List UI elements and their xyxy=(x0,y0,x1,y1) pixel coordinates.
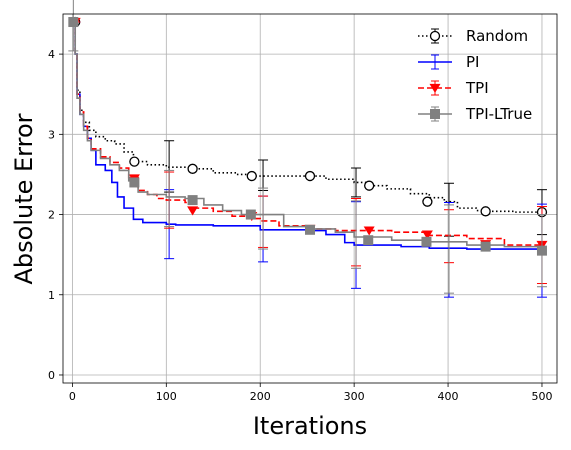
legend-label: TPI xyxy=(465,79,489,97)
x-tick-label: 300 xyxy=(344,390,365,403)
y-tick-label: 0 xyxy=(48,369,55,382)
data-point xyxy=(480,206,491,217)
legend-marker xyxy=(430,109,440,119)
y-tick-label: 2 xyxy=(48,209,55,222)
x-axis-label: Iterations xyxy=(253,412,367,440)
series-line xyxy=(73,21,543,251)
legend-label: TPI-LTrue xyxy=(465,105,532,123)
ticks: 0 100 200 300 400 500 0 1 2 3 4 xyxy=(48,48,552,403)
data-point xyxy=(187,163,198,174)
y-tick-label: 4 xyxy=(48,48,55,61)
legend-entry: Random xyxy=(418,27,528,45)
series-layer xyxy=(68,0,548,298)
series-random xyxy=(70,16,548,237)
legend-entry: TPI xyxy=(418,79,489,97)
legend-label: Random xyxy=(466,27,528,45)
x-tick-label: 0 xyxy=(69,390,76,403)
y-tick-label: 1 xyxy=(48,289,55,302)
data-point xyxy=(364,180,375,191)
data-point xyxy=(68,17,79,28)
x-tick-label: 400 xyxy=(438,390,459,403)
legend-marker xyxy=(429,83,441,93)
legend-entry: PI xyxy=(418,53,479,71)
series-line xyxy=(73,21,543,250)
data-point xyxy=(536,245,547,256)
y-tick-label: 3 xyxy=(48,128,55,141)
legend-marker xyxy=(429,30,441,42)
legend: Random PI TPI TPI-LTrue xyxy=(418,27,532,123)
data-point xyxy=(363,226,375,236)
data-point xyxy=(245,209,256,220)
plot-frame xyxy=(62,13,558,384)
data-point xyxy=(422,196,433,207)
y-axis-label: Absolute Error xyxy=(10,113,38,284)
data-point xyxy=(421,230,433,240)
data-point xyxy=(480,241,491,252)
data-point xyxy=(305,224,315,235)
x-tick-label: 100 xyxy=(156,390,177,403)
data-point xyxy=(363,235,374,246)
series-tpi-ltrue xyxy=(68,0,547,294)
data-point xyxy=(421,236,432,247)
data-point xyxy=(129,177,140,188)
data-point xyxy=(187,195,198,206)
x-tick-label: 200 xyxy=(250,390,271,403)
data-point xyxy=(187,206,199,216)
grid xyxy=(63,14,557,383)
data-point xyxy=(129,156,140,167)
data-point xyxy=(246,170,257,182)
x-tick-label: 500 xyxy=(531,390,552,403)
legend-entry: TPI-LTrue xyxy=(418,105,532,123)
data-point xyxy=(304,170,316,182)
legend-label: PI xyxy=(466,53,479,71)
